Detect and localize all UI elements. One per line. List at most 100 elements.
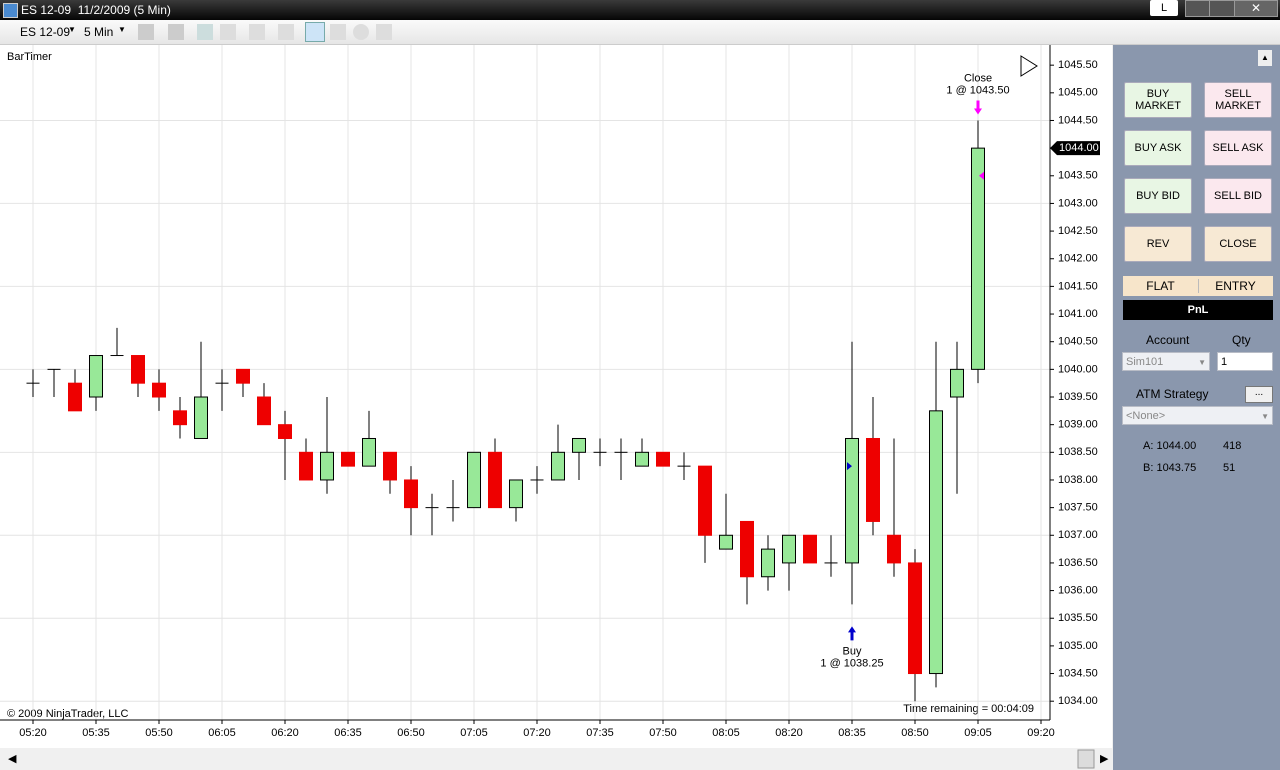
trade-detail: 1 @ 1043.50: [946, 84, 1009, 96]
x-tick-label: 06:05: [208, 727, 236, 739]
candle-body: [131, 355, 145, 384]
x-tick-label: 06:35: [334, 727, 362, 739]
maximize-button[interactable]: [1209, 0, 1235, 17]
candle-body: [950, 368, 964, 398]
cursor-button[interactable]: [249, 24, 265, 40]
y-tick-label: 1045.50: [1058, 59, 1098, 71]
scrollbar-thumb[interactable]: [1077, 749, 1095, 769]
collapse-button[interactable]: ▲: [1258, 50, 1272, 66]
y-tick-label: 1042.50: [1058, 225, 1098, 237]
atm-select[interactable]: <None> ▼: [1122, 406, 1273, 425]
bid-price: B: 1043.75: [1143, 462, 1197, 474]
y-tick-label: 1040.50: [1058, 336, 1098, 348]
atm-button[interactable]: ...: [1245, 386, 1273, 403]
strategy-status: ENTRY: [1215, 279, 1256, 293]
candle-body: [845, 437, 859, 564]
y-tick-label: 1045.00: [1058, 87, 1098, 99]
properties-button[interactable]: [278, 24, 294, 40]
window-title: ES 12-09 11/2/2009 (5 Min): [21, 3, 171, 17]
candle-body: [299, 451, 313, 481]
trade-action: Close: [964, 72, 992, 84]
zoom-in-button[interactable]: [197, 24, 213, 40]
data-box-button[interactable]: [376, 24, 392, 40]
candle-body: [656, 451, 670, 467]
bar-timer: Time remaining = 00:04:09: [903, 703, 1034, 715]
y-tick-label: 1041.00: [1058, 308, 1098, 320]
interval-select[interactable]: 5 Min: [84, 25, 114, 39]
trade-action: Buy: [843, 645, 862, 657]
candle-body: [929, 410, 943, 675]
y-tick-label: 1042.00: [1058, 253, 1098, 265]
candle-body: [698, 465, 712, 536]
y-tick-label: 1034.50: [1058, 667, 1098, 679]
last-price-tag: [1050, 141, 1100, 156]
y-tick-label: 1043.50: [1058, 170, 1098, 182]
x-tick-label: 08:35: [838, 727, 866, 739]
minimize-button[interactable]: [1185, 0, 1211, 17]
candle-body: [572, 437, 586, 453]
x-tick-label: 06:50: [397, 727, 425, 739]
ask-price: A: 1044.00: [1143, 440, 1197, 452]
order-button[interactable]: SELL MARKET: [1204, 82, 1272, 118]
candle-body: [467, 451, 481, 509]
last-price-label: 1044.00: [1059, 142, 1099, 154]
order-button[interactable]: REV: [1124, 226, 1192, 262]
execution-marker: [847, 462, 852, 471]
x-tick-label: 05:35: [82, 727, 110, 739]
indicator-label: BarTimer: [7, 51, 52, 63]
scroll-right[interactable]: ▶: [1100, 753, 1109, 765]
candle-body: [866, 437, 880, 522]
y-tick-label: 1038.50: [1058, 446, 1098, 458]
chart: BarTimer © 2009 NinjaTrader, LLC Time re…: [0, 45, 1112, 770]
candle-body: [68, 382, 82, 412]
atm-value: <None>: [1126, 410, 1166, 422]
x-tick-label: 09:20: [1027, 727, 1055, 739]
copyright: © 2009 NinjaTrader, LLC: [7, 708, 128, 720]
candle-body: [803, 534, 817, 564]
x-tick-label: 06:20: [271, 727, 299, 739]
qty-value: 1: [1221, 356, 1228, 368]
y-tick-label: 1034.00: [1058, 695, 1098, 707]
order-button[interactable]: BUY BID: [1124, 178, 1192, 214]
instrument-select[interactable]: ES 12-09: [20, 25, 71, 39]
execution-marker: [979, 171, 984, 180]
atm-label: ATM Strategy: [1136, 387, 1209, 401]
order-button[interactable]: SELL BID: [1204, 178, 1272, 214]
trade-arrow: [848, 626, 856, 641]
user-button[interactable]: L: [1150, 0, 1178, 16]
indicator-button[interactable]: [330, 24, 346, 40]
order-button[interactable]: SELL ASK: [1204, 130, 1272, 166]
y-tick-label: 1036.50: [1058, 557, 1098, 569]
draw-button[interactable]: [168, 24, 184, 40]
account-select[interactable]: Sim101 ▼: [1122, 352, 1210, 371]
candle-body: [719, 534, 733, 550]
candle-body: [278, 424, 292, 439]
candle-body: [551, 451, 565, 481]
y-tick-label: 1038.00: [1058, 474, 1098, 486]
candle-body: [257, 396, 271, 426]
candle-body: [320, 451, 334, 481]
y-tick-label: 1037.50: [1058, 502, 1098, 514]
y-tick-label: 1039.50: [1058, 391, 1098, 403]
chart-style-button[interactable]: [138, 24, 154, 40]
order-button[interactable]: CLOSE: [1204, 226, 1272, 262]
candle-body: [194, 396, 208, 439]
y-tick-label: 1035.50: [1058, 612, 1098, 624]
qty-input[interactable]: 1: [1217, 352, 1273, 371]
y-tick-label: 1037.00: [1058, 529, 1098, 541]
order-button[interactable]: BUY MARKET: [1124, 82, 1192, 118]
candle-body: [89, 355, 103, 398]
trade-arrow: [974, 100, 982, 115]
y-tick-label: 1036.00: [1058, 584, 1098, 596]
strategy-button[interactable]: [353, 24, 369, 40]
scrollbar[interactable]: [0, 748, 1112, 770]
order-button[interactable]: BUY ASK: [1124, 130, 1192, 166]
scroll-left[interactable]: ◀: [8, 753, 17, 765]
zoom-out-button[interactable]: [220, 24, 236, 40]
x-tick-label: 07:50: [649, 727, 677, 739]
qty-label: Qty: [1232, 333, 1251, 347]
candle-body: [383, 451, 397, 481]
close-button[interactable]: ✕: [1234, 0, 1278, 17]
trade-button[interactable]: [305, 22, 325, 42]
